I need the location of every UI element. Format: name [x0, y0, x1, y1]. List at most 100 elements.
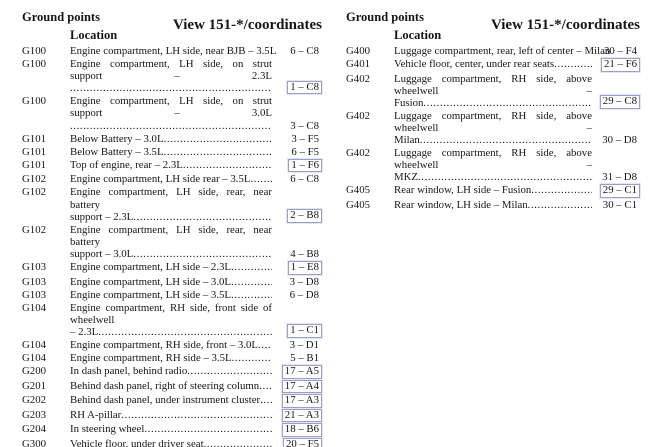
dot-leader: ........................................…	[258, 338, 272, 351]
dot-leader: ........................................…	[203, 437, 272, 447]
coordinate-value: 30 – C1	[602, 198, 637, 211]
location-cell: Vehicle floor, center, under rear seats.…	[394, 58, 592, 70]
coordinate-value-link[interactable]: 17 – A5	[281, 365, 322, 379]
location-cell: Engine compartment, LH side, rear, near …	[70, 224, 272, 260]
coordinate-value: 6 – D8	[289, 288, 319, 301]
dot-leader: ........................................…	[419, 134, 592, 147]
ground-points-title: Ground points	[22, 10, 100, 24]
coordinate-cell: 17 – A5	[272, 365, 322, 379]
coordinate-value: 6 – C8	[290, 45, 319, 57]
location-last-line: In dash panel, behind radio.............…	[70, 365, 272, 377]
dot-leader: ........................................…	[531, 184, 592, 197]
location-last-line: support – 3.0L..........................…	[70, 248, 272, 260]
coordinate-value-link[interactable]: 21 – A3	[281, 408, 322, 423]
coordinate-value-link[interactable]: 29 – C1	[599, 184, 640, 198]
table-row: G102 Engine compartment, LH side, rear, n…	[22, 224, 322, 260]
table-rows: G100 Engine compartment, LH side, near BJ…	[22, 45, 322, 447]
coordinate-value: 4 – B8	[290, 247, 319, 260]
location-last-line: Rear window, LH side – Fusion...........…	[394, 184, 592, 196]
location-last-line: Behind dash panel, under instrument clus…	[70, 394, 272, 406]
location-cell: RH A-pillar.............................…	[70, 409, 272, 421]
coordinate-value-link[interactable]: 20 – F5	[283, 437, 322, 447]
coordinate-cell: 30 – F4	[592, 45, 640, 57]
coordinate-value-link[interactable]: 18 – B6	[281, 423, 322, 437]
location-text: Fusion	[394, 96, 424, 109]
coordinate-value: 3 – D8	[289, 275, 319, 288]
ground-point-code: G103	[22, 261, 46, 273]
dot-leader: ........................................…	[231, 288, 272, 301]
location-cell: Engine compartment, LH side – 3.0L......…	[70, 276, 272, 288]
table-row: G103 Engine compartment, LH side – 3.5L..…	[22, 289, 322, 301]
location-text-line: Luggage compartment, RH side, above whee…	[394, 109, 592, 134]
location-last-line: Milan...................................…	[394, 134, 592, 146]
dot-leader: ........................................…	[121, 408, 272, 421]
coordinate-value-link[interactable]: 17 – A3	[281, 394, 322, 408]
coordinate-cell: 4 – B8	[272, 248, 322, 260]
table-row: G200 In dash panel, behind radio.........…	[22, 365, 322, 379]
ground-point-code: G104	[22, 338, 46, 351]
coordinate-value-link[interactable]: 1 – C8	[287, 80, 322, 95]
location-cell: Engine compartment, LH side, on strut su…	[70, 58, 272, 94]
location-last-line: Engine compartment, LH side – 2.3L......…	[70, 261, 272, 273]
location-last-line: In steering wheel.......................…	[70, 423, 272, 435]
location-text: Engine compartment, LH side – 3.0L	[70, 275, 232, 288]
location-last-line: Behind dash panel, right of steering col…	[70, 380, 272, 392]
coordinate-cell: 30 – D8	[592, 134, 640, 146]
table-header: Ground points View 151-*/coordinates	[22, 9, 322, 34]
coordinate-value-link[interactable]: 2 – B8	[287, 209, 322, 223]
ground-point-code: G102	[22, 186, 46, 199]
table-row: G405 Rear window, LH side – Milan........…	[346, 199, 640, 211]
coordinate-cell: 21 – A3	[272, 408, 322, 423]
coordinate-cell: 1 – E8	[272, 261, 322, 275]
table-row: G202 Behind dash panel, under instrument …	[22, 394, 322, 408]
coordinate-value-link[interactable]: 1 – F6	[288, 158, 322, 173]
coordinate-cell: 3 – D1	[272, 339, 322, 351]
ground-point-code: G101	[22, 145, 46, 158]
dot-leader: ........................................…	[231, 261, 272, 273]
ground-point-code: G200	[22, 365, 46, 378]
coordinate-value-link[interactable]: 17 – A4	[281, 379, 322, 394]
location-cell: Engine compartment, LH side rear – 3.5L.…	[70, 173, 272, 185]
location-column-header: Location	[70, 28, 118, 42]
coordinate-cell: 30 – C1	[592, 199, 640, 211]
location-text: Rear window, LH side – Fusion	[394, 184, 532, 197]
dot-leader: ........................................…	[163, 145, 272, 158]
coordinate-cell: 2 – B8	[272, 209, 322, 223]
coordinate-value: 30 – D8	[602, 134, 637, 147]
location-last-line: MKZ.....................................…	[394, 171, 592, 183]
location-text: Vehicle floor, center, under rear seats	[394, 58, 555, 71]
coordinate-cell: 29 – C8	[592, 95, 640, 109]
location-cell: Engine compartment, LH side, near BJB – …	[70, 45, 276, 57]
dot-leader: ........................................…	[527, 198, 592, 211]
dot-leader: ........................................…	[418, 171, 592, 184]
location-cell: Vehicle floor, under driver seat........…	[70, 438, 272, 447]
coordinate-value-link[interactable]: 1 – E8	[287, 261, 322, 275]
coordinate-value-link[interactable]: 1 – C1	[287, 324, 322, 338]
ground-point-code: G203	[22, 408, 46, 421]
table-row: G101 Top of engine, rear – 2.3L..........…	[22, 158, 322, 173]
ground-point-code: G102	[22, 173, 46, 186]
table-row: G100 Engine compartment, LH side, on stru…	[22, 58, 322, 95]
coordinate-cell: 3 – C8	[272, 120, 322, 132]
coordinate-value: 3 – D1	[289, 338, 319, 351]
coordinate-value-link[interactable]: 21 – F6	[601, 58, 640, 72]
location-text-line: Engine compartment, LH side, rear, near …	[70, 223, 272, 248]
table-row: G204 In steering wheel...................…	[22, 423, 322, 437]
location-last-line: Engine compartment, LH side rear – 3.5L.…	[70, 173, 272, 185]
table-row: G402 Luggage compartment, RH side, above …	[346, 110, 640, 146]
location-text-line: Engine compartment, LH side, on strut su…	[70, 58, 272, 83]
location-last-line: Below Battery – 3.0L....................…	[70, 133, 272, 145]
table-row: G300 Vehicle floor, under driver seat....…	[22, 437, 322, 447]
table-row: G104 Engine compartment, RH side – 3.5L..…	[22, 352, 322, 364]
location-cell: Engine compartment, RH side, front side …	[70, 302, 272, 338]
coordinate-cell: 20 – F5	[272, 437, 322, 447]
dot-leader: ........................................…	[133, 247, 272, 260]
location-text: Engine compartment, LH side rear – 3.5L	[70, 173, 251, 186]
coordinate-cell: 1 – C1	[272, 324, 322, 338]
location-cell: Luggage compartment, rear, left of cente…	[394, 45, 610, 57]
location-cell: Engine compartment, LH side – 3.5L......…	[70, 289, 272, 301]
coordinate-value-link[interactable]: 29 – C8	[599, 95, 640, 109]
ground-point-code: G202	[22, 394, 46, 407]
dot-leader: ........................................…	[554, 58, 592, 71]
